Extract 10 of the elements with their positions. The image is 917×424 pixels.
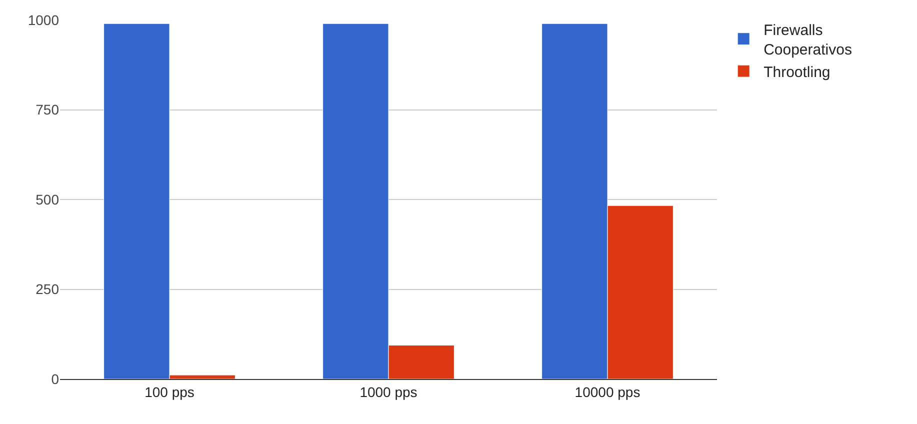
y-tick-label: 750 <box>36 102 60 118</box>
legend-label: Throotling <box>764 64 830 81</box>
y-tick-label: 500 <box>36 191 60 208</box>
y-tick-label: 1000 <box>28 12 60 28</box>
x-tick-label: 100 pps <box>144 384 194 400</box>
y-tick-label: 250 <box>36 281 60 298</box>
legend-label: Firewalls Cooperativos <box>764 22 852 58</box>
x-tick-label: 10000 pps <box>574 384 640 400</box>
y-tick-label: 0 <box>51 370 60 387</box>
x-tick-label: 1000 pps <box>360 384 418 400</box>
